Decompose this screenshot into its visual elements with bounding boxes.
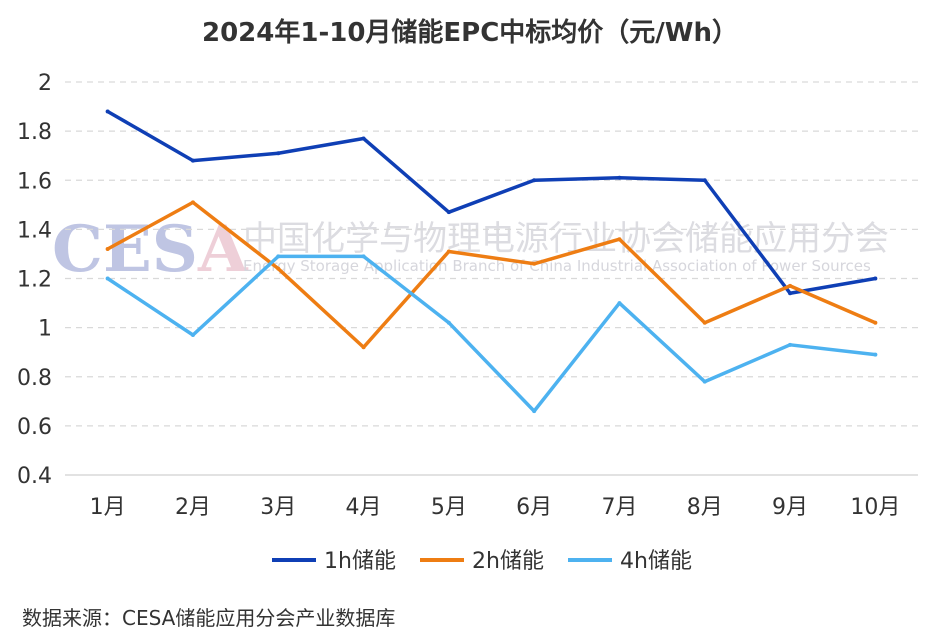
y-tick-label: 1.4	[17, 218, 52, 243]
x-tick-label: 6月	[516, 495, 552, 520]
data-point	[446, 249, 451, 254]
y-tick-label: 1.6	[17, 169, 52, 194]
data-point	[190, 200, 195, 205]
data-point	[276, 151, 281, 156]
data-point	[276, 254, 281, 259]
series-layer	[105, 109, 878, 414]
data-point	[617, 301, 622, 306]
x-tick-label: 1月	[90, 495, 126, 520]
legend-label: 4h储能	[620, 549, 692, 574]
y-tick-label: 1.2	[17, 268, 52, 293]
data-point	[532, 178, 537, 183]
legend-label: 1h储能	[324, 549, 396, 574]
data-point	[361, 345, 366, 350]
x-tick-label: 10月	[850, 495, 900, 520]
data-point	[446, 320, 451, 325]
y-tick-label: 1	[38, 317, 52, 342]
legend-label: 2h储能	[472, 549, 544, 574]
data-point	[788, 291, 793, 296]
data-point	[532, 409, 537, 414]
data-point	[532, 261, 537, 266]
data-point	[617, 175, 622, 180]
x-tick-label: 4月	[346, 495, 382, 520]
series-line-2	[105, 200, 878, 350]
data-point	[446, 210, 451, 215]
data-point	[105, 109, 110, 114]
y-axis: 0.4 0.6 0.8 1 1.2 1.4 1.6 1.8 2	[17, 71, 52, 489]
data-point	[788, 342, 793, 347]
x-tick-label: 7月	[601, 495, 637, 520]
data-point	[276, 266, 281, 271]
data-point	[702, 379, 707, 384]
data-point	[105, 276, 110, 281]
legend: 1h储能 2h储能 4h储能	[272, 549, 692, 574]
x-tick-label: 3月	[260, 495, 296, 520]
series-line-1	[105, 109, 878, 295]
data-point	[361, 254, 366, 259]
data-point	[361, 136, 366, 141]
series-line-3	[105, 254, 878, 413]
data-point	[617, 237, 622, 242]
data-point	[873, 320, 878, 325]
data-point	[702, 320, 707, 325]
y-tick-label: 0.4	[17, 464, 52, 489]
y-tick-label: 0.8	[17, 366, 52, 391]
chart-title: 2024年1-10月储能EPC中标均价（元/Wh）	[202, 17, 738, 48]
x-axis: 1月 2月 3月 4月 5月 6月 7月 8月 9月 10月	[90, 495, 901, 520]
x-tick-label: 2月	[175, 495, 211, 520]
grid-layer	[65, 81, 918, 476]
x-tick-label: 8月	[687, 495, 723, 520]
data-point	[190, 332, 195, 337]
data-point	[873, 276, 878, 281]
watermark: CESA 中国化学与物理电源行业协会储能应用分会 Energy Storage …	[52, 212, 889, 287]
data-point	[873, 352, 878, 357]
watermark-logo: CESA	[52, 212, 249, 287]
y-tick-label: 0.6	[17, 415, 52, 440]
watermark-cn: 中国化学与物理电源行业协会储能应用分会	[243, 219, 889, 259]
y-tick-label: 1.8	[17, 120, 52, 145]
source-note: 数据来源：CESA储能应用分会产业数据库	[22, 606, 395, 630]
x-tick-label: 9月	[772, 495, 808, 520]
data-point	[702, 178, 707, 183]
data-point	[105, 247, 110, 252]
data-point	[190, 158, 195, 163]
data-point	[788, 283, 793, 288]
y-tick-label: 2	[38, 71, 52, 96]
x-tick-label: 5月	[431, 495, 467, 520]
watermark-en: Energy Storage Application Branch of Chi…	[243, 257, 871, 275]
